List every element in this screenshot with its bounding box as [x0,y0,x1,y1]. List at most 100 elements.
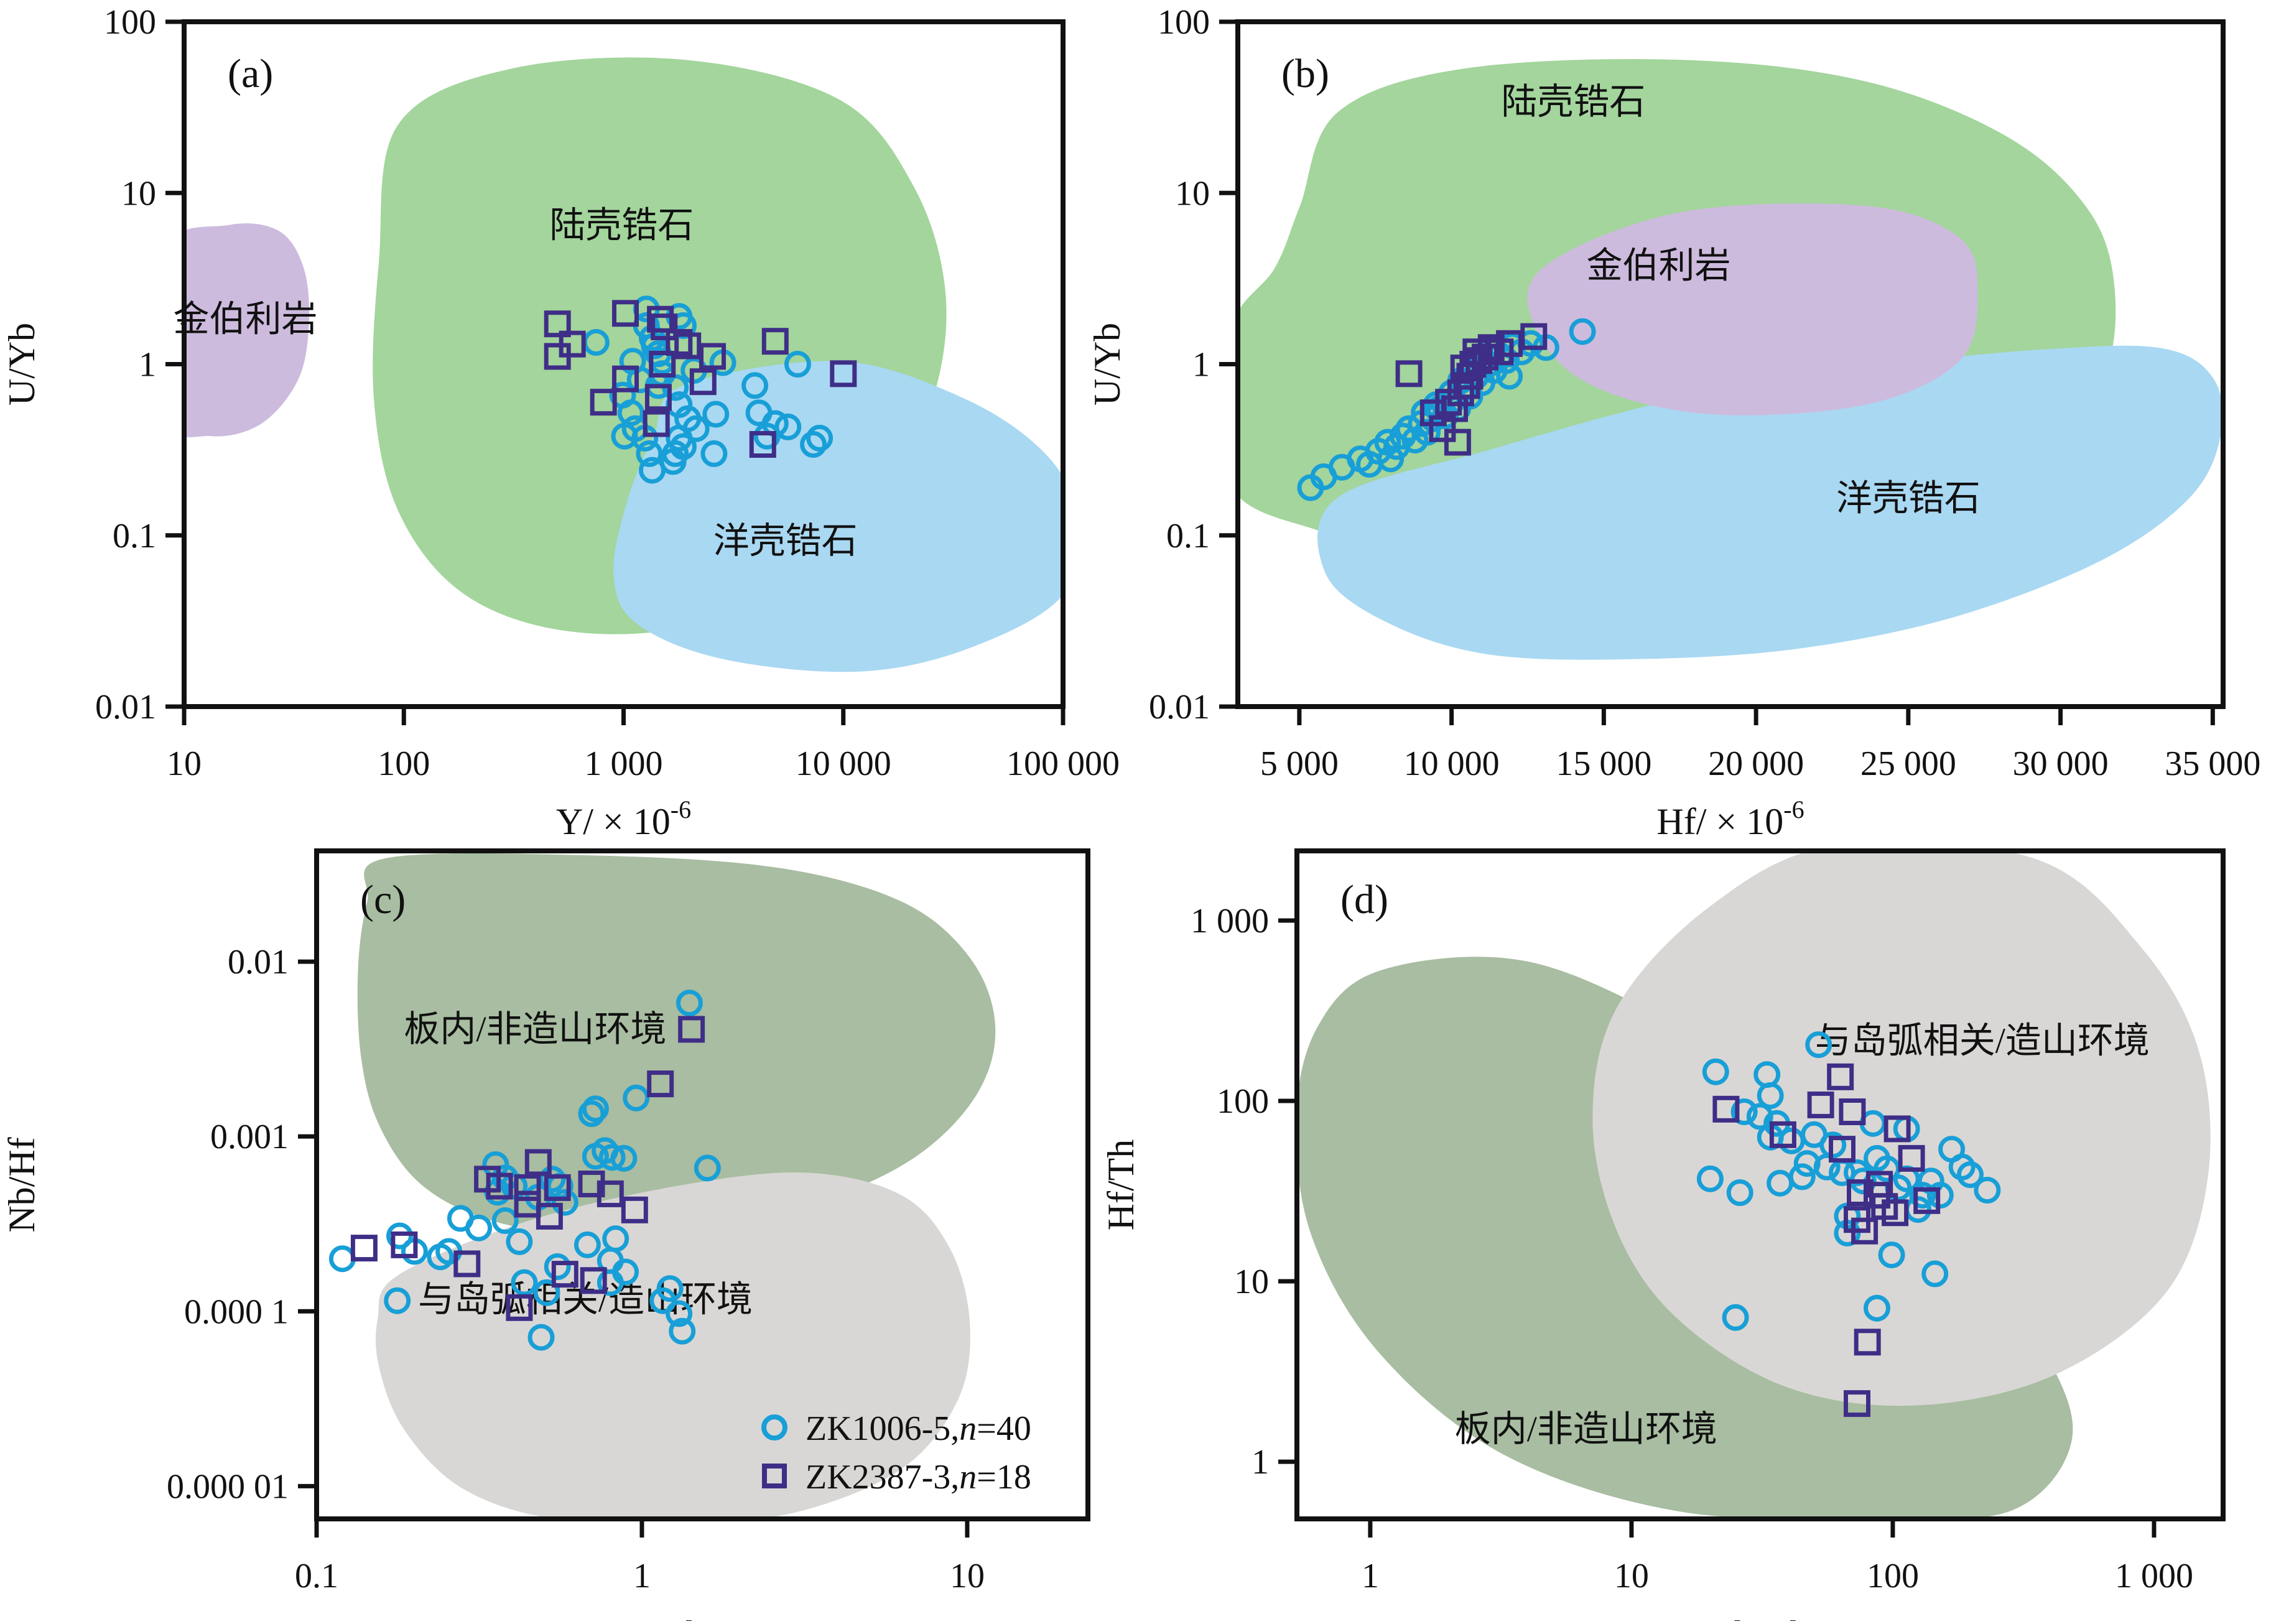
data-point-square [514,1174,541,1201]
y-axis-title-b: U/Yb [1087,323,1128,406]
data-point-square [590,389,617,416]
x-tick-label: 100 [1867,1557,1919,1595]
data-point-circle [636,440,663,467]
y-tick-label: 1 [1252,1443,1269,1482]
regions-c [357,853,996,1519]
data-point-square [647,305,674,333]
region-arc-related-orogenic-c [375,1172,970,1519]
data-point-circle [774,413,802,440]
data-point-circle [1414,419,1441,446]
region-within-plate-non-orogenic-c [357,853,996,1237]
y-tick-label: 100 [1217,1082,1269,1121]
data-point-circle [328,1245,356,1273]
x-axis-title-b: Hf/ × 10-6 [1656,796,1804,842]
data-point-circle [800,431,827,458]
data-point-circle [491,1207,519,1234]
data-point-circle [1722,1304,1749,1331]
x-tick-label: 1 [633,1557,651,1595]
data-point-square [689,368,717,396]
series-d [1696,1031,2001,1418]
x-tick-label: 10 [1614,1557,1649,1595]
y-tick-label: 0.000 01 [167,1467,289,1506]
data-point-square [580,1267,607,1294]
data-point-circle [465,1214,493,1241]
data-point-circle [649,1287,677,1314]
data-point-circle [611,422,638,450]
y-tick-label: 100 [104,3,156,42]
region-kimberlite-b [1527,203,1978,415]
legend-square-marker [762,1464,787,1488]
data-point-circle [1864,1294,1890,1322]
data-point-circle [386,1222,413,1250]
data-point-circle [539,1166,566,1193]
data-point-circle [544,1253,571,1280]
y-axis-title-d: Hf/Th [1100,1139,1141,1231]
legend: ZK1006-5,n=40 ZK2387-3,n=18 [761,1409,1031,1496]
data-point-square [1898,1144,1925,1172]
data-point-square [647,1070,674,1098]
legend-item-label: ZK2387-3,n=18 [806,1458,1031,1496]
data-point-square [643,410,670,437]
region-label-within-plate-non-orogenic-c: 板内/非造山环境 [404,1009,666,1049]
data-point-square [544,1174,571,1201]
x-tick-label: 100 000 [1006,745,1120,783]
plot-border-c [314,848,1090,1521]
region-label-continental-crust-zircon-b: 陆壳锆石 [1501,81,1645,122]
y-axis-title-c: Nb/Hf [1,1137,42,1232]
data-point-circle [1702,1058,1729,1085]
x-axis-title-c: Th/U [663,1613,742,1621]
data-point-circle [1569,318,1596,345]
data-point-square [506,1294,533,1321]
data-point-circle [741,372,769,399]
data-point-square [749,431,776,458]
series-c [328,990,721,1351]
data-point-circle [1878,1241,1905,1269]
data-point-circle [1757,1082,1784,1109]
data-point-circle [610,1144,638,1172]
data-point-circle [574,1231,601,1258]
data-point-square [678,1016,705,1043]
data-point-circle [623,1084,650,1111]
x-tick-label: 5 000 [1260,745,1339,783]
x-tick-label: 1 [1362,1557,1379,1595]
y-tick-label: 1 000 [1191,902,1269,940]
data-point-circle [806,424,834,452]
data-point-square [666,329,693,356]
data-point-square [1913,1187,1941,1214]
y-axis-title-a: U/Yb [1,323,42,406]
data-point-circle [702,401,730,428]
data-point-square [1851,1217,1879,1245]
regions-a [184,57,1063,672]
data-point-circle [1974,1177,2001,1204]
data-point-square [486,1172,513,1200]
data-point-square [524,1149,552,1176]
data-point-square [544,310,571,338]
x-tick-label: 10 [167,745,202,783]
data-point-circle [506,1228,533,1255]
y-tick-label: 0.000 1 [184,1292,289,1331]
data-point-circle [666,1300,693,1327]
data-point-square [1520,323,1548,350]
data-point-circle [527,1324,555,1351]
x-axis-title-d: Th/Nb [1711,1613,1809,1621]
panel-letter-a: (a) [228,51,273,96]
data-point-square [1769,1121,1796,1148]
data-point-circle [533,1279,560,1306]
data-point-square [1827,1063,1854,1090]
y-tick-label: 0.1 [113,517,156,555]
panel-letter-d: (d) [1340,877,1388,922]
data-point-square [644,384,672,411]
data-point-square [1829,1136,1855,1163]
y-tick-label: 0.1 [1166,517,1210,555]
data-point-circle [784,351,811,378]
data-point-circle [617,399,644,427]
y-tick-label: 1 [1192,346,1210,384]
region-label-kimberlite-b: 金伯利岩 [1586,245,1730,285]
region-label-continental-crust-zircon-a: 陆壳锆石 [549,205,694,246]
series-a [544,295,857,484]
x-tick-label: 35 000 [2165,745,2260,783]
